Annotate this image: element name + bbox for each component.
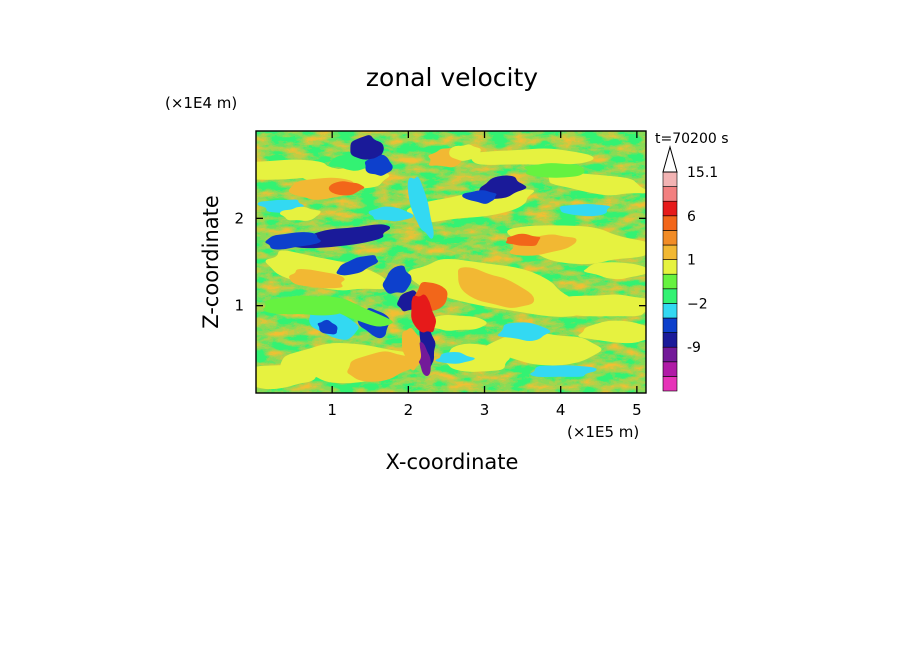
colorbar-label-2: 1 (687, 253, 696, 269)
colorbar-bin-12 (662, 200, 678, 217)
heatmap-region-2 (470, 148, 594, 165)
x-axis-label: X-coordinate (386, 450, 519, 474)
colorbar-bin-13 (662, 186, 678, 202)
heatmap-region-49 (263, 295, 357, 316)
y-tick-label-1: 2 (234, 209, 244, 227)
heatmap-region-15 (578, 320, 646, 344)
heatmap-region-48 (524, 163, 585, 178)
y-axis-label: Z-coordinate (199, 195, 223, 329)
heatmap-region-14 (554, 294, 646, 317)
colorbar-bin-0 (662, 376, 678, 392)
heatmap-region-26 (336, 255, 379, 276)
y-unit-label: (×1E4 m) (165, 94, 237, 112)
heatmap-region-11 (289, 269, 345, 289)
heatmap-region-31 (364, 154, 393, 176)
heatmap-field (256, 131, 646, 393)
chart-title: zonal velocity (366, 63, 538, 92)
x-axis-ticks: 1 2 3 4 5 (327, 131, 642, 419)
x-tick-label-1: 2 (404, 401, 414, 419)
heatmap-region-39 (411, 294, 437, 333)
time-label: t=70200 s (655, 131, 729, 147)
heatmap-features (256, 135, 646, 390)
heatmap-region-22 (427, 314, 487, 331)
x-tick-label-4: 5 (632, 401, 642, 419)
heatmap-region-51 (407, 176, 434, 239)
colorbar-label-3: 6 (687, 209, 696, 225)
x-unit-label: (×1E5 m) (567, 423, 639, 441)
heatmap-region-53 (279, 206, 321, 221)
heatmap-region-13 (458, 267, 535, 308)
heatmap-region-5 (328, 181, 365, 196)
heatmap-region-18 (347, 351, 420, 382)
colorbar-bin-14 (662, 171, 678, 187)
heatmap-region-30 (350, 135, 384, 160)
y-axis-ticks: 12 (234, 209, 646, 315)
colorbar-bin-3 (662, 332, 678, 348)
heatmap-region-28 (317, 319, 338, 335)
plot-frame (255, 130, 647, 394)
heatmap-region-20 (256, 365, 318, 390)
colorbar-bin-4 (662, 317, 678, 333)
heatmap-region-33 (462, 190, 497, 204)
colorbar-label-4: 15.1 (687, 165, 718, 181)
colorbar-bin-11 (662, 215, 678, 231)
heatmap-region-25 (265, 232, 321, 250)
heatmap-region-16 (483, 331, 602, 366)
colorbar-bin-1 (662, 361, 678, 377)
colorbar-bin-7 (662, 273, 678, 290)
heatmap-region-3 (547, 172, 646, 196)
colorbar-bin-9 (662, 244, 678, 260)
heatmap-region-40 (401, 328, 422, 371)
colorbar: -9 −2 1 6 15.1 (662, 145, 718, 392)
heatmap-region-41 (435, 352, 475, 364)
colorbar-label-0: -9 (687, 340, 701, 356)
colorbar-bin-10 (662, 230, 678, 246)
heatmap-region-7 (507, 225, 646, 265)
colorbar-label-1: −2 (687, 296, 708, 312)
colorbar-extend-arrow (662, 145, 678, 173)
heatmap-region-23 (583, 262, 646, 280)
x-tick-label-3: 4 (556, 401, 566, 419)
x-tick-label-0: 1 (327, 401, 337, 419)
y-tick-label-0: 1 (234, 297, 244, 315)
heatmap-region-19 (440, 343, 510, 372)
colorbar-bin-6 (662, 288, 678, 304)
heatmap-region-46 (449, 144, 481, 161)
heatmap-region-43 (530, 365, 597, 378)
colorbar-bin-8 (662, 259, 678, 275)
heatmap-region-52 (559, 203, 610, 217)
heatmap-region-34 (382, 265, 412, 294)
heatmap-region-47 (368, 206, 414, 222)
heatmap-region-9 (505, 233, 541, 247)
x-tick-label-2: 3 (480, 401, 490, 419)
heatmap-region-42 (497, 322, 551, 342)
colorbar-bin-2 (662, 346, 678, 363)
colorbar-bin-5 (662, 303, 678, 319)
